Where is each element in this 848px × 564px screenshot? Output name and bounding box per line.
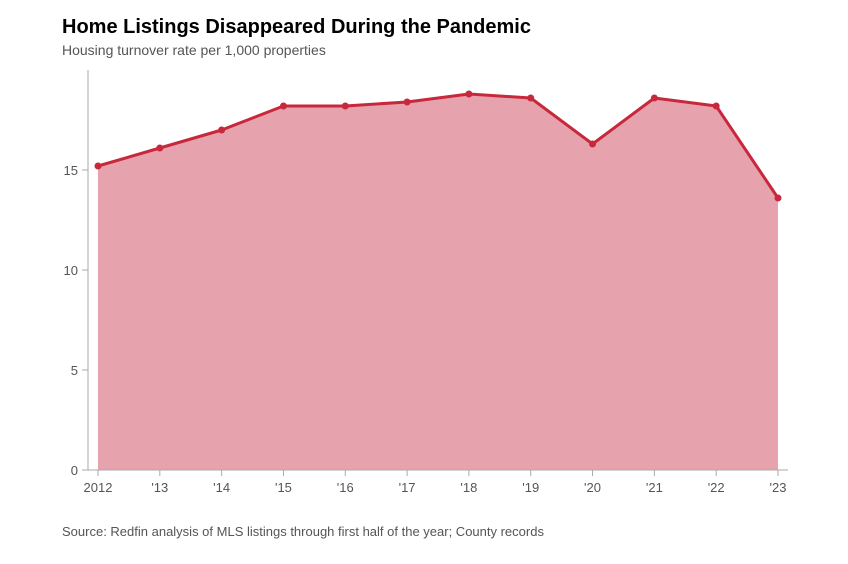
x-tick-label: '22 <box>691 480 741 495</box>
x-tick-label: '23 <box>753 480 803 495</box>
chart-subtitle: Housing turnover rate per 1,000 properti… <box>62 42 326 58</box>
y-tick-label: 15 <box>48 163 78 178</box>
x-tick-label: '21 <box>629 480 679 495</box>
data-marker <box>527 95 534 102</box>
y-tick-label: 5 <box>48 363 78 378</box>
chart-container: { "chart": { "type": "area", "title": "H… <box>0 0 848 564</box>
x-tick-label: '20 <box>568 480 618 495</box>
x-tick-label: '19 <box>506 480 556 495</box>
data-marker <box>95 163 102 170</box>
y-tick-label: 0 <box>48 463 78 478</box>
x-tick-label: 2012 <box>73 480 123 495</box>
data-marker <box>218 127 225 134</box>
data-marker <box>465 91 472 98</box>
chart-source: Source: Redfin analysis of MLS listings … <box>62 524 544 539</box>
area-chart-plot <box>88 70 788 470</box>
data-marker <box>280 103 287 110</box>
chart-title: Home Listings Disappeared During the Pan… <box>62 16 531 39</box>
x-tick-label: '16 <box>320 480 370 495</box>
data-marker <box>651 95 658 102</box>
x-tick-label: '18 <box>444 480 494 495</box>
data-marker <box>713 103 720 110</box>
data-marker <box>156 145 163 152</box>
data-marker <box>775 195 782 202</box>
data-marker <box>404 99 411 106</box>
x-tick-label: '15 <box>258 480 308 495</box>
x-tick-label: '14 <box>197 480 247 495</box>
area-fill <box>98 94 778 470</box>
y-tick-label: 10 <box>48 263 78 278</box>
x-tick-label: '17 <box>382 480 432 495</box>
x-tick-label: '13 <box>135 480 185 495</box>
data-marker <box>589 141 596 148</box>
data-marker <box>342 103 349 110</box>
